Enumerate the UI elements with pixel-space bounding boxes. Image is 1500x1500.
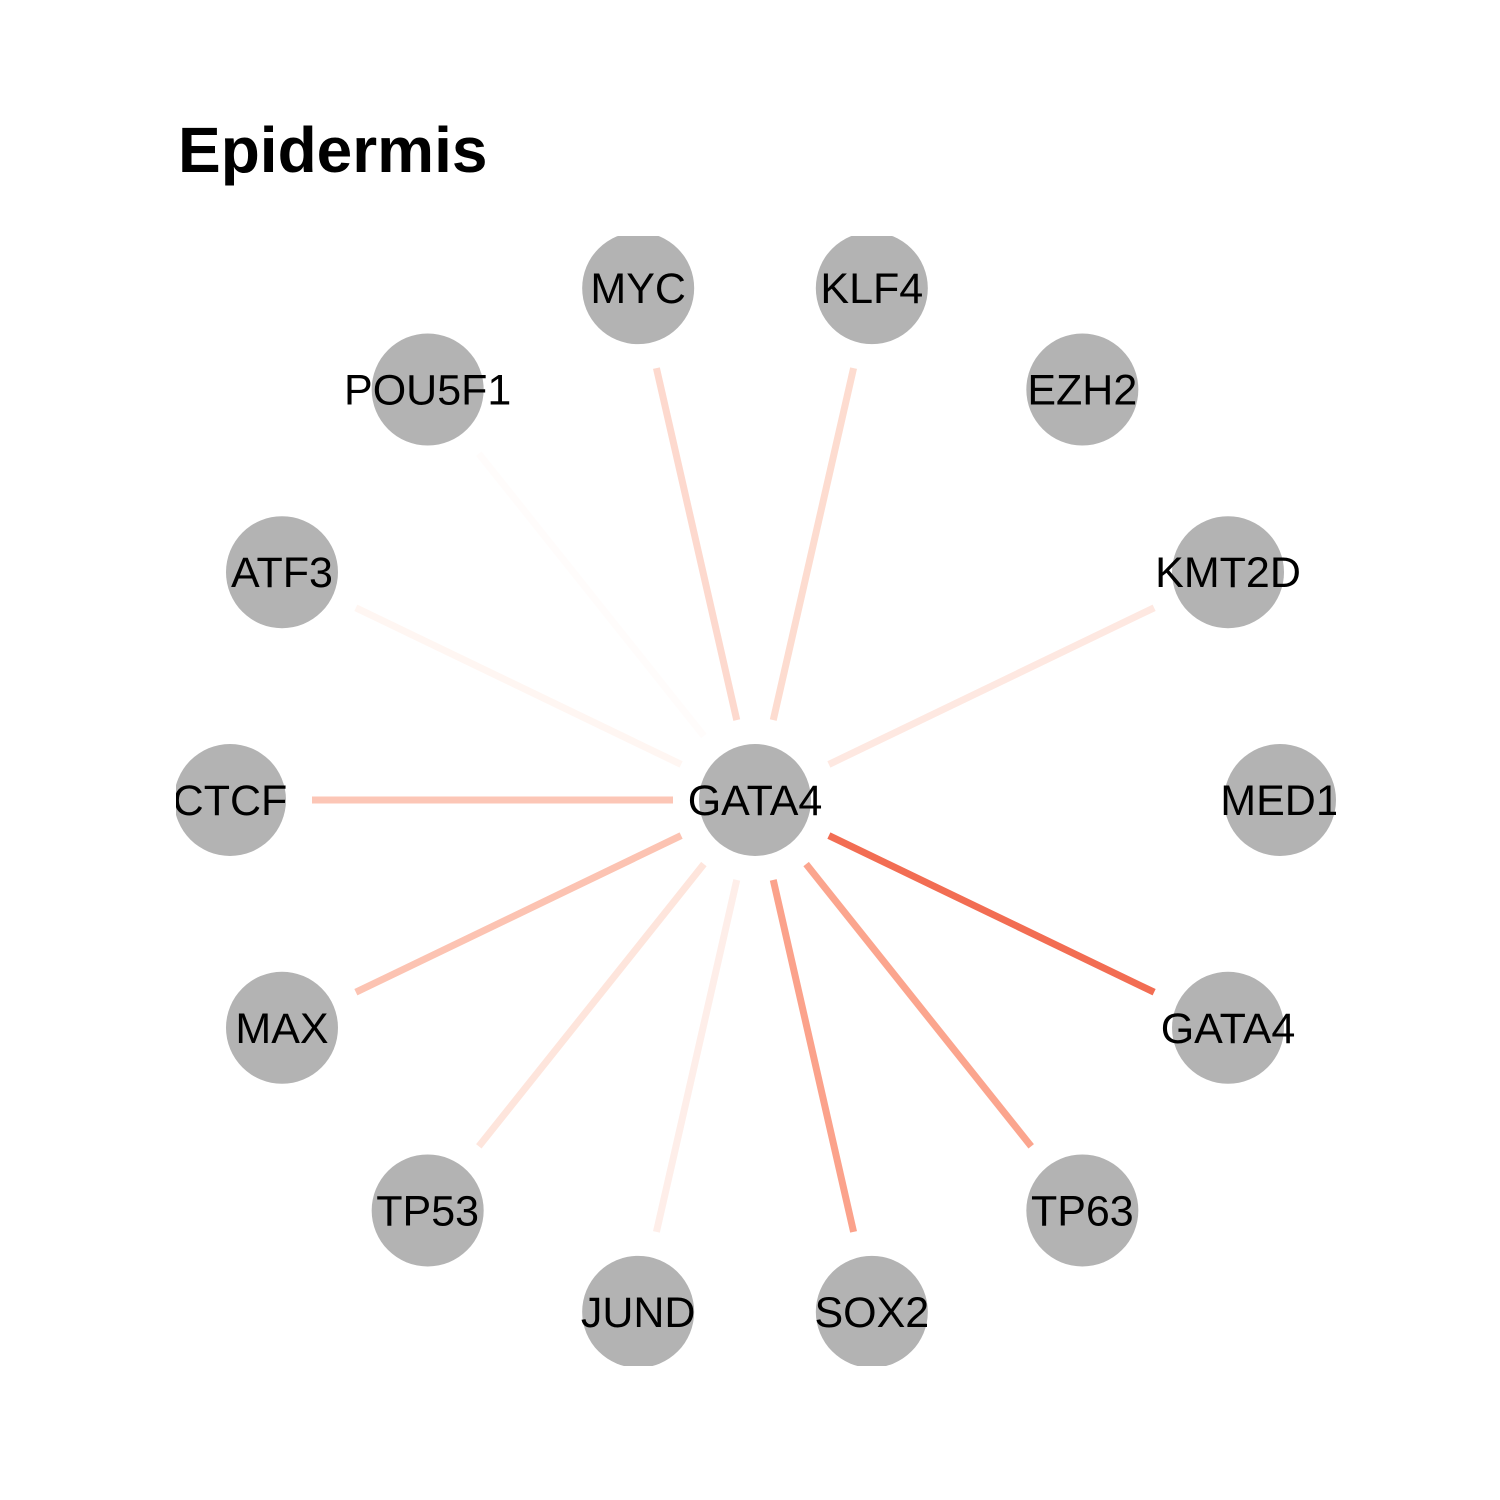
node-sox2: SOX2: [814, 1255, 929, 1366]
node-ctcf: CTCF: [173, 744, 288, 856]
edge-gata4-kmt2d: [827, 604, 1156, 768]
node-max-circle: [225, 971, 338, 1084]
edge-gata4-atf3: [354, 604, 683, 768]
node-jund: JUND: [581, 1255, 696, 1366]
node-tp63-circle: [1026, 1154, 1139, 1267]
node-jund-circle: [582, 1255, 695, 1366]
node-klf4-label: KLF4: [820, 265, 923, 313]
node-kmt2d-circle: [1172, 516, 1285, 629]
edge-gata4-gata4-target: [827, 832, 1156, 996]
node-kmt2d-label: KMT2D: [1155, 549, 1301, 597]
node-sox2-label: SOX2: [814, 1289, 929, 1337]
node-kmt2d: KMT2D: [1155, 516, 1301, 629]
node-myc: MYC: [582, 236, 695, 345]
node-klf4: KLF4: [815, 236, 928, 345]
node-myc-label: MYC: [590, 265, 686, 313]
node-center-gata4-label: GATA4: [688, 777, 823, 825]
node-center-gata4: GATA4: [688, 744, 823, 856]
node-klf4-circle: [815, 236, 928, 345]
node-max-label: MAX: [235, 1005, 328, 1053]
node-ctcf-circle: [176, 744, 286, 856]
node-ezh2: EZH2: [1026, 333, 1139, 446]
node-gata4-target-circle: [1172, 971, 1285, 1084]
node-myc-circle: [582, 236, 695, 345]
node-pou5f1: POU5F1: [344, 333, 511, 446]
node-med1: MED1: [1220, 744, 1339, 856]
edges-layer: [312, 367, 1156, 1233]
node-ctcf-label: CTCF: [173, 777, 288, 825]
edge-gata4-tp63: [803, 861, 1034, 1149]
node-max: MAX: [225, 971, 338, 1084]
node-sox2-circle: [815, 1255, 928, 1366]
page-title: Epidermis: [178, 114, 488, 186]
node-tp63: TP63: [1026, 1154, 1139, 1267]
node-tp53-circle: [371, 1154, 484, 1267]
node-med1-circle: [1224, 744, 1336, 856]
node-med1-label: MED1: [1220, 777, 1339, 825]
node-ezh2-label: EZH2: [1027, 367, 1137, 415]
edge-gata4-klf4: [769, 367, 857, 721]
node-ezh2-circle: [1026, 333, 1139, 446]
edge-gata4-max: [354, 832, 683, 996]
node-tp53-label: TP53: [376, 1187, 479, 1235]
node-pou5f1-circle: [371, 333, 484, 446]
edge-gata4-myc: [653, 367, 741, 721]
node-gata4-target: GATA4: [1161, 971, 1296, 1084]
node-tp53: TP53: [371, 1154, 484, 1267]
nodes-layer: MYC KLF4 EZH2 KMT2D MED1 GATA4 TP63 SOX2 JUND TP5…: [173, 236, 1339, 1366]
edge-gata4-sox2: [769, 879, 857, 1233]
node-atf3: ATF3: [225, 516, 338, 629]
edge-gata4-tp53: [476, 861, 707, 1149]
edge-gata4-jund: [653, 879, 741, 1233]
node-atf3-circle: [225, 516, 338, 629]
node-pou5f1-label: POU5F1: [344, 367, 511, 415]
edge-gata4-pou5f1: [476, 451, 707, 739]
node-tp63-label: TP63: [1031, 1187, 1134, 1235]
node-jund-label: JUND: [581, 1289, 696, 1337]
node-gata4-target-label: GATA4: [1161, 1005, 1296, 1053]
node-center-gata4-circle: [699, 744, 811, 856]
node-atf3-label: ATF3: [231, 549, 333, 597]
